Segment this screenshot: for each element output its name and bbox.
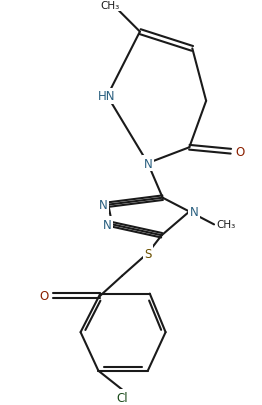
Text: Cl: Cl	[116, 391, 128, 404]
Text: N: N	[103, 218, 112, 231]
Text: O: O	[235, 145, 244, 158]
Text: N: N	[190, 205, 199, 218]
Text: CH₃: CH₃	[216, 220, 236, 230]
Text: S: S	[144, 247, 151, 260]
Text: N: N	[99, 198, 108, 211]
Text: N: N	[143, 157, 152, 170]
Text: HN: HN	[97, 90, 115, 103]
Text: O: O	[39, 289, 49, 302]
Text: CH₃: CH₃	[101, 1, 120, 11]
